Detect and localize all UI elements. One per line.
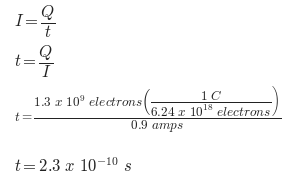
Text: $t = \dfrac{Q}{I}$: $t = \dfrac{Q}{I}$	[14, 44, 54, 80]
Text: $I = \dfrac{Q}{t}$: $I = \dfrac{Q}{t}$	[14, 4, 56, 40]
Text: $t = 2.3\ x\ 10^{-10}\ s$: $t = 2.3\ x\ 10^{-10}\ s$	[14, 157, 133, 176]
Text: $t = \dfrac{1.3\ x\ 10^{9}\ \mathit{electrons}\left(\dfrac{1\ C}{6.24\ x\ 10^{18: $t = \dfrac{1.3\ x\ 10^{9}\ \mathit{elec…	[14, 85, 282, 135]
